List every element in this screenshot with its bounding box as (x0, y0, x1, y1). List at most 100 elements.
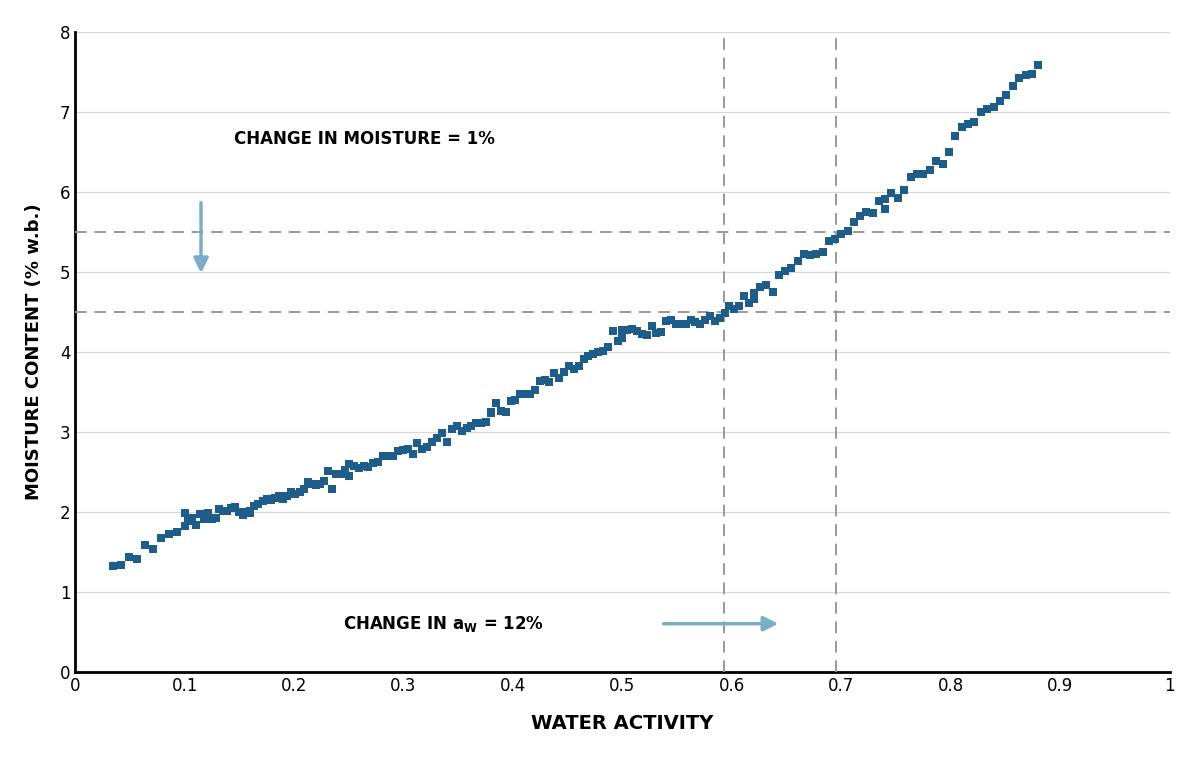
Point (233, 509, 252, 521)
Point (274, 493, 293, 505)
Point (806, 247, 826, 259)
Point (335, 464, 354, 476)
Point (652, 326, 671, 338)
Point (214, 505, 233, 517)
Point (481, 407, 500, 419)
Point (599, 341, 618, 353)
Point (530, 375, 550, 387)
Point (691, 318, 710, 330)
Point (706, 315, 725, 327)
Point (368, 456, 388, 468)
Point (569, 360, 588, 372)
Point (656, 315, 676, 327)
Point (408, 437, 427, 449)
Point (952, 121, 971, 133)
Point (1003, 80, 1022, 92)
Point (647, 327, 666, 339)
Point (739, 297, 758, 309)
Point (574, 352, 593, 365)
Point (491, 405, 510, 417)
Point (354, 460, 373, 472)
Point (191, 509, 210, 521)
Point (666, 318, 685, 330)
Point (302, 478, 322, 490)
Point (564, 363, 583, 375)
Point (744, 287, 763, 299)
Point (744, 293, 763, 305)
Point (696, 315, 715, 327)
Point (120, 551, 139, 563)
Point (730, 300, 749, 312)
Point (888, 192, 907, 204)
Point (511, 388, 530, 400)
Point (628, 325, 647, 337)
Point (613, 332, 632, 344)
Point (298, 476, 317, 488)
Point (545, 366, 564, 378)
Point (554, 366, 574, 378)
Point (277, 490, 296, 503)
Point (167, 525, 186, 537)
Point (895, 184, 914, 196)
Point (725, 303, 744, 315)
Point (143, 543, 162, 555)
Point (175, 520, 194, 532)
Point (578, 350, 598, 362)
Point (857, 206, 876, 218)
Point (486, 397, 505, 409)
Point (965, 116, 984, 128)
Point (151, 532, 170, 544)
Point (1028, 59, 1048, 71)
Point (914, 168, 934, 180)
Text: CHANGE IN MOISTURE = 1%: CHANGE IN MOISTURE = 1% (234, 130, 494, 148)
Point (978, 103, 997, 115)
Point (270, 490, 289, 502)
Point (427, 431, 446, 443)
Point (241, 506, 260, 518)
Point (671, 318, 690, 330)
Point (265, 492, 284, 504)
Point (290, 486, 310, 498)
Point (820, 235, 839, 247)
Point (229, 506, 248, 518)
Point (221, 502, 240, 514)
Point (236, 506, 256, 518)
X-axis label: WATER ACTIVITY: WATER ACTIVITY (532, 714, 714, 733)
Point (437, 436, 456, 448)
Point (750, 281, 769, 293)
Point (876, 203, 895, 215)
Point (540, 376, 559, 388)
Point (604, 324, 623, 337)
Point (175, 507, 194, 519)
Point (206, 512, 226, 525)
Point (314, 475, 334, 487)
Point (932, 158, 952, 171)
Point (349, 462, 368, 475)
Point (788, 255, 808, 268)
Point (685, 315, 704, 327)
Point (812, 246, 832, 258)
Point (661, 314, 680, 326)
Point (241, 505, 260, 517)
Point (800, 249, 820, 261)
Point (476, 415, 496, 428)
Point (496, 406, 515, 418)
Point (467, 418, 486, 430)
Point (593, 345, 612, 357)
Point (448, 421, 467, 433)
Point (217, 505, 236, 517)
Point (882, 187, 901, 199)
Point (210, 503, 229, 515)
Point (863, 207, 882, 219)
Point (940, 146, 959, 158)
Point (769, 269, 788, 281)
Point (452, 425, 472, 437)
Point (432, 427, 451, 439)
Point (472, 417, 491, 429)
Point (505, 394, 524, 406)
Point (613, 324, 632, 337)
Point (457, 421, 476, 434)
Point (383, 450, 402, 462)
Point (364, 456, 383, 468)
Point (340, 470, 359, 482)
